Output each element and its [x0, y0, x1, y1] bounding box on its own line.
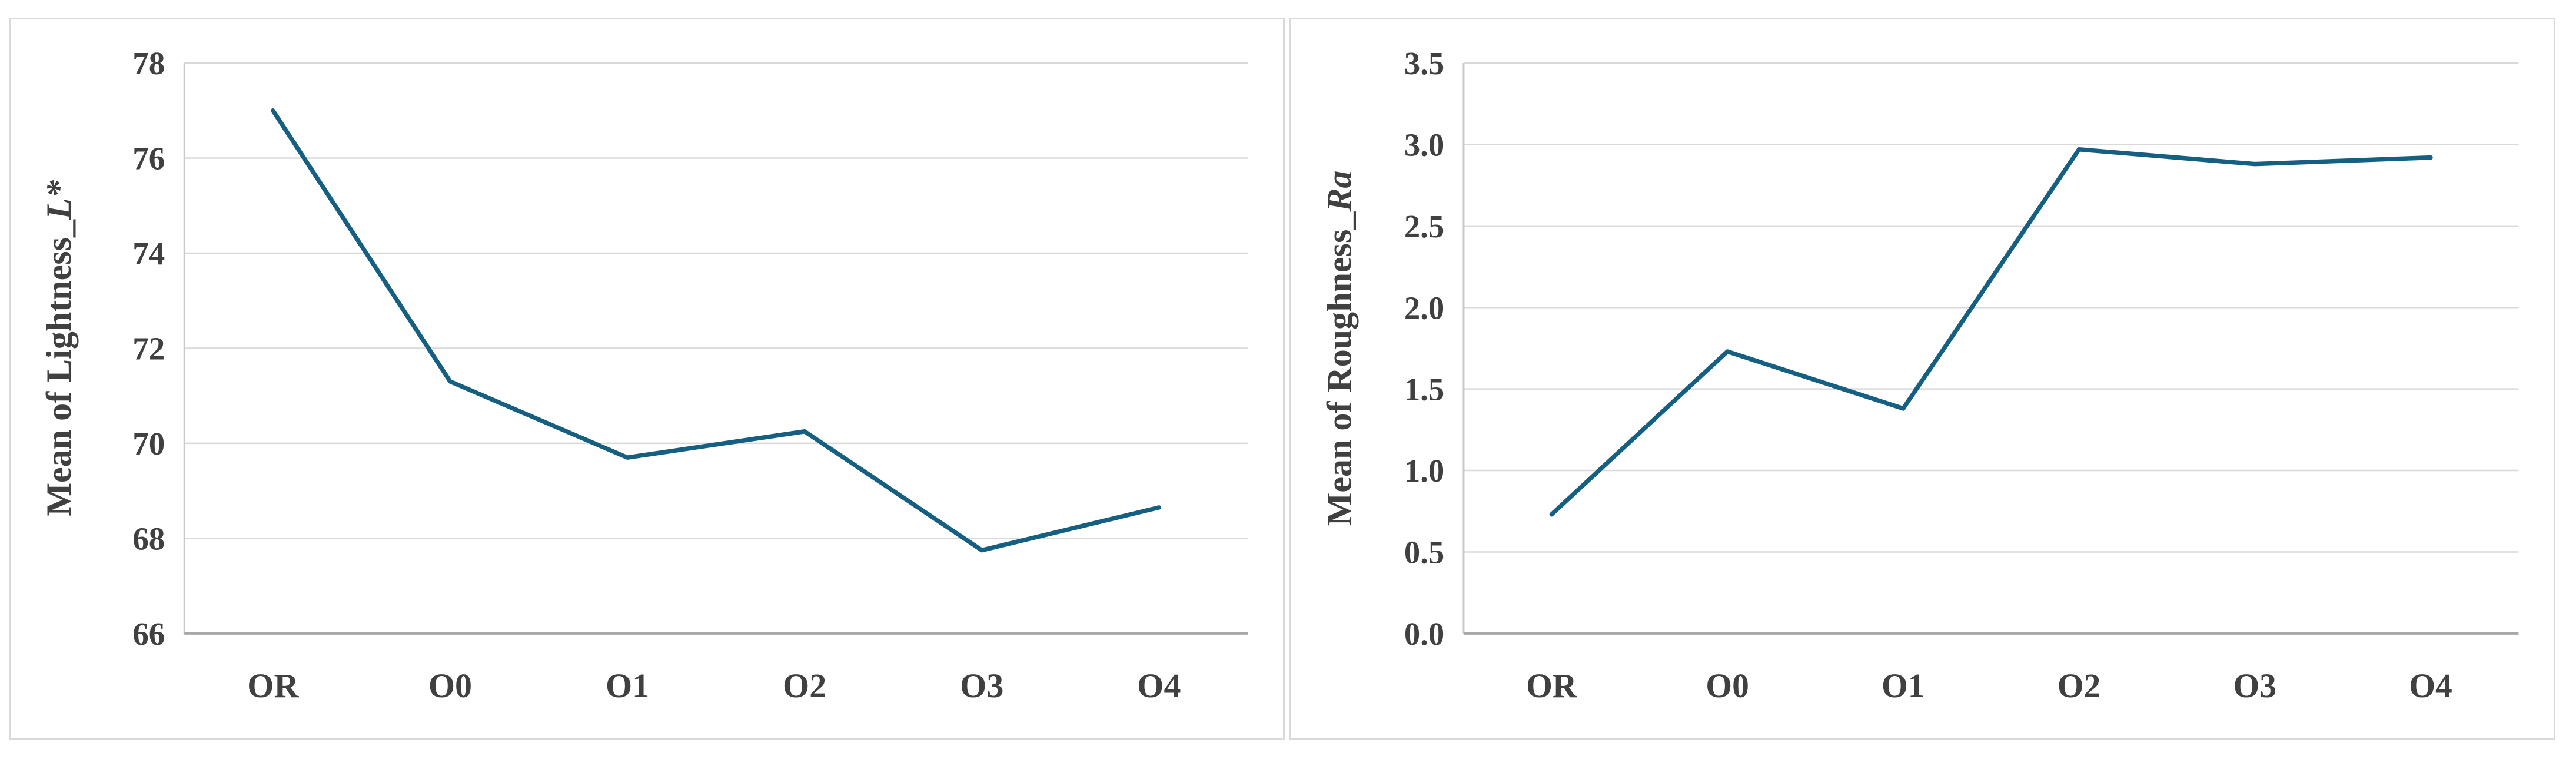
chart-panel-roughness: 0.0 0.5 1.0 1.5 2.0 2.5 3.0 3.5 OR O0 O1 O2 O3 O4 Mean…	[1289, 18, 2555, 740]
x-category-label: OR	[247, 666, 299, 705]
y-tick-label: 2.0	[1404, 290, 1444, 326]
x-category-label: O3	[960, 666, 1003, 705]
x-category-label: O1	[1882, 666, 1925, 705]
chart-panel-lightness: 66 68 70 72 74 76 78 OR O0 O1 O2 O3 O4 Mean of Lightn…	[9, 18, 1285, 740]
y-axis-title: Mean of Lightness_L*	[39, 180, 78, 516]
roughness-line-chart: 0.0 0.5 1.0 1.5 2.0 2.5 3.0 3.5 OR O0 O1 O2 O3 O4 Mean…	[1319, 45, 2519, 705]
y-tick-label: 0.0	[1404, 616, 1444, 652]
y-tick-label: 1.5	[1404, 371, 1444, 407]
y-tick-label: 76	[132, 141, 165, 177]
x-category-label: OR	[1526, 666, 1578, 705]
y-tick-label: 1.0	[1404, 453, 1444, 489]
y-tick-label: 2.5	[1404, 208, 1444, 244]
lightness-line-chart: 66 68 70 72 74 76 78 OR O0 O1 O2 O3 O4 Mean of Lightn…	[39, 45, 1248, 705]
y-tick-label: 78	[132, 45, 165, 81]
x-category-label: O4	[1137, 666, 1181, 705]
y-tick-label: 70	[132, 426, 165, 462]
y-tick-label: 72	[132, 330, 165, 366]
x-category-label: O0	[1706, 666, 1749, 705]
y-tick-label: 74	[132, 236, 165, 271]
x-category-label: O3	[2233, 666, 2277, 705]
y-tick-label: 68	[132, 520, 165, 556]
y-tick-label: 66	[132, 616, 165, 652]
y-tick-label: 3.5	[1404, 45, 1444, 81]
x-category-label: O2	[2058, 666, 2101, 705]
x-category-label: O4	[2409, 666, 2452, 705]
y-axis-title: Mean of Roughness_Ra	[1319, 171, 1358, 526]
x-category-label: O1	[606, 666, 649, 705]
y-tick-label: 3.0	[1404, 127, 1444, 163]
x-category-label: O2	[783, 666, 826, 705]
x-category-label: O0	[428, 666, 472, 705]
series-line	[1549, 147, 2433, 517]
series-line	[271, 108, 1162, 553]
y-tick-label: 0.5	[1404, 534, 1444, 570]
